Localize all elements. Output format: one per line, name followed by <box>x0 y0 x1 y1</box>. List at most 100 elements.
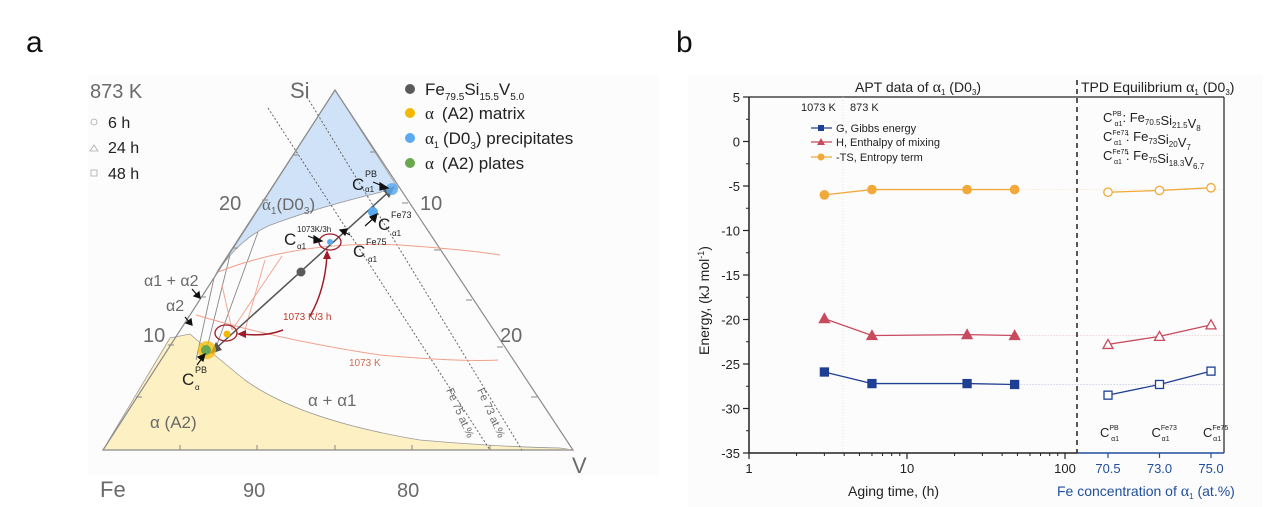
left-edge-tick-10: 10 <box>143 325 165 347</box>
data-point <box>1008 329 1021 341</box>
x-axis-label-right: Fe concentration of α1 (at.%) <box>1057 483 1235 501</box>
series-line-circle <box>824 188 1015 196</box>
category-c-label: CPB α1 <box>1100 425 1119 443</box>
right-edge-tick-10: 10 <box>420 193 442 215</box>
data-point <box>819 190 830 200</box>
ternary-triangle-outline <box>101 88 575 451</box>
data-point <box>1153 330 1166 342</box>
y-ticks: 5 0 -5 -10 -15 -20 -25 -30 -35 <box>721 90 749 461</box>
ternary-ticks <box>136 151 537 450</box>
data-point <box>1154 379 1165 390</box>
svg-text:α1: α1 <box>368 255 378 264</box>
composition-line: CPB α1: Fe70.5Si21.5V8 <box>1103 110 1201 133</box>
x-category-label: 73.0 <box>1147 461 1172 476</box>
data-point <box>960 328 974 340</box>
legend-label-enthalpy: H, Enthalpy of mixing <box>836 137 940 149</box>
legend-marker-enthalpy <box>817 138 825 145</box>
data-point <box>962 378 972 389</box>
time-label-6h: 6 h <box>108 115 130 132</box>
fe73-isoline <box>306 96 523 451</box>
y-tick-label: -25 <box>721 357 740 372</box>
svg-text:C: C <box>378 215 390 234</box>
x-axis-label-left: Aging time, (h) <box>848 483 939 499</box>
alloy-composition-point <box>296 267 306 277</box>
legend-label-precipitates: α1 (D03) precipitates <box>425 129 573 152</box>
triangle-marker-icon <box>89 144 99 152</box>
y-tick-label: -30 <box>721 402 740 417</box>
legend-label-plates: α (A2) plates <box>425 154 524 173</box>
phase-legend: Fe79.5Si15.5V5.0 α (A2) matrix α1 (D03) pr… <box>405 80 573 173</box>
legend-label-entropy: -TS, Entropy term <box>836 152 923 164</box>
composition-line: CFe73 α1: Fe73Si20V7 <box>1103 129 1191 152</box>
region-label-alpha-plus-alpha1: α + α1 <box>308 391 357 410</box>
data-point <box>1009 184 1020 195</box>
apt-series <box>818 184 1021 390</box>
apt-section-title: APT data of α1 (D03) <box>855 79 981 97</box>
series-line-square <box>824 371 1015 386</box>
legend-marker-gibbs <box>818 125 824 131</box>
y-tick-label: -15 <box>721 268 740 283</box>
svg-text:C: C <box>284 230 296 249</box>
svg-text:α: α <box>195 383 200 392</box>
isotherm-1073k-lower <box>195 314 499 361</box>
y-tick-label: -10 <box>721 224 740 239</box>
category-c-label: CFe73 α1 <box>1152 425 1177 443</box>
svg-text:α1: α1 <box>365 185 375 194</box>
matrix-1073k-point <box>223 330 231 338</box>
panel-label-b: b <box>676 26 693 59</box>
legend-label-composition: Fe79.5Si15.5V5.0 <box>425 80 525 103</box>
y-axis-label: Energy, (kJ mol-1) <box>696 246 712 355</box>
y-tick-label: 0 <box>733 135 740 150</box>
heat-treatment-label: 1073 K/3 h <box>283 312 331 323</box>
bottom-edge-tick-90: 90 <box>243 480 265 502</box>
svg-text:C: C <box>353 242 365 261</box>
data-point <box>962 184 972 195</box>
tpd-series <box>1101 182 1218 400</box>
label-c-alpha1-fe73: C Fe73 α1 <box>378 210 412 238</box>
alpha-a2-region <box>102 333 574 451</box>
corner-v: V <box>572 453 587 478</box>
legend-marker-composition <box>405 84 415 94</box>
energy-legend: G, Gibbs energy H, Enthalpy of mixing -T… <box>811 123 940 164</box>
left-edge-tick-20: 20 <box>219 193 241 215</box>
square-marker-icon <box>90 169 98 177</box>
region-label-alpha1-d03: α1(D03) <box>262 195 315 217</box>
svg-text:Fe73: Fe73 <box>391 210 412 220</box>
x-ticks-left: 1 10 100 <box>745 453 1076 476</box>
x-tick-label: 100 <box>1054 461 1076 476</box>
red-arrow-to-precip <box>309 254 328 317</box>
data-point <box>1101 338 1115 350</box>
x-tick-label: 10 <box>900 461 914 476</box>
region-label-alpha2: α2 <box>166 298 184 315</box>
temp-label-1073k: 1073 K <box>801 102 837 114</box>
label-c-alpha1-1073k: C 1073K/3h α1 <box>284 225 331 251</box>
data-point <box>865 329 879 341</box>
data-point <box>819 367 830 377</box>
svg-text:C: C <box>352 175 364 194</box>
panel-b-background <box>688 75 1263 507</box>
temp-label-873k: 873 K <box>850 102 879 114</box>
x-category-label: 75.0 <box>1198 461 1223 476</box>
data-point <box>818 312 831 324</box>
legend-marker-precipitates <box>405 133 415 143</box>
x-tick-label: 1 <box>745 461 752 476</box>
legend-marker-matrix <box>405 108 415 118</box>
legend-label-gibbs: G, Gibbs energy <box>836 123 917 135</box>
category-c-label: CFe75 α1 <box>1203 425 1228 443</box>
region-label-alpha1-plus-alpha2: α1 + α2 <box>144 273 199 290</box>
label-c-alpha-pb: C PB α <box>182 365 207 392</box>
isotherm-tie <box>221 284 233 331</box>
x-ticks-right: 70.5 73.0 75.0 <box>1095 453 1224 476</box>
y-tick-label: -20 <box>721 313 740 328</box>
matrix-1073k-ring <box>214 324 238 342</box>
legend-label-matrix: α (A2) matrix <box>425 104 526 123</box>
data-point <box>867 184 877 195</box>
corner-si: Si <box>290 78 310 103</box>
category-labels: CPB α1 CFe73 α1 CFe75 α1 <box>1100 425 1228 443</box>
svg-text:C: C <box>182 370 194 389</box>
svg-text:PB: PB <box>195 365 207 375</box>
series-line-triangle <box>824 317 1015 337</box>
y-tick-label: -5 <box>728 179 740 194</box>
legend-marker-plates <box>405 158 415 168</box>
